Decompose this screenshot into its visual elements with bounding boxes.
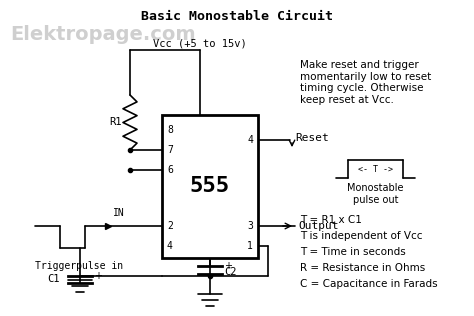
- Text: Monostable
pulse out: Monostable pulse out: [347, 183, 404, 204]
- Text: T = R1 x C1: T = R1 x C1: [300, 215, 362, 225]
- Text: +: +: [224, 261, 232, 271]
- Bar: [162, 115, 258, 258]
- Text: Triggerpulse in: Triggerpulse in: [35, 261, 123, 271]
- Text: 2: 2: [167, 221, 173, 231]
- Text: T is independent of Vcc: T is independent of Vcc: [300, 231, 422, 241]
- Text: IN: IN: [113, 208, 125, 218]
- Text: T = Time in seconds: T = Time in seconds: [300, 247, 406, 257]
- Text: +: +: [94, 271, 102, 281]
- Text: 6: 6: [167, 165, 173, 175]
- Text: 4: 4: [247, 135, 253, 145]
- Text: R1: R1: [109, 117, 122, 127]
- Text: 555: 555: [190, 177, 230, 197]
- Text: 7: 7: [167, 145, 173, 155]
- Text: C1: C1: [47, 275, 60, 284]
- Text: Elektropage.com: Elektropage.com: [10, 25, 196, 44]
- Text: Basic Monostable Circuit: Basic Monostable Circuit: [141, 10, 333, 23]
- Text: 3: 3: [247, 221, 253, 231]
- Text: C2: C2: [224, 267, 237, 277]
- Text: Reset: Reset: [295, 133, 329, 143]
- Text: Output: Output: [298, 221, 338, 231]
- Text: R = Resistance in Ohms: R = Resistance in Ohms: [300, 263, 425, 273]
- Text: <- T ->: <- T ->: [358, 165, 393, 173]
- Text: Vcc (+5 to 15v): Vcc (+5 to 15v): [153, 38, 247, 48]
- Text: C = Capacitance in Farads: C = Capacitance in Farads: [300, 279, 438, 289]
- Text: Make reset and trigger
momentarily low to reset
timing cycle. Otherwise
keep res: Make reset and trigger momentarily low t…: [300, 60, 431, 105]
- Text: 4: 4: [167, 241, 173, 251]
- Text: 1: 1: [247, 241, 253, 251]
- Text: 8: 8: [167, 125, 173, 135]
